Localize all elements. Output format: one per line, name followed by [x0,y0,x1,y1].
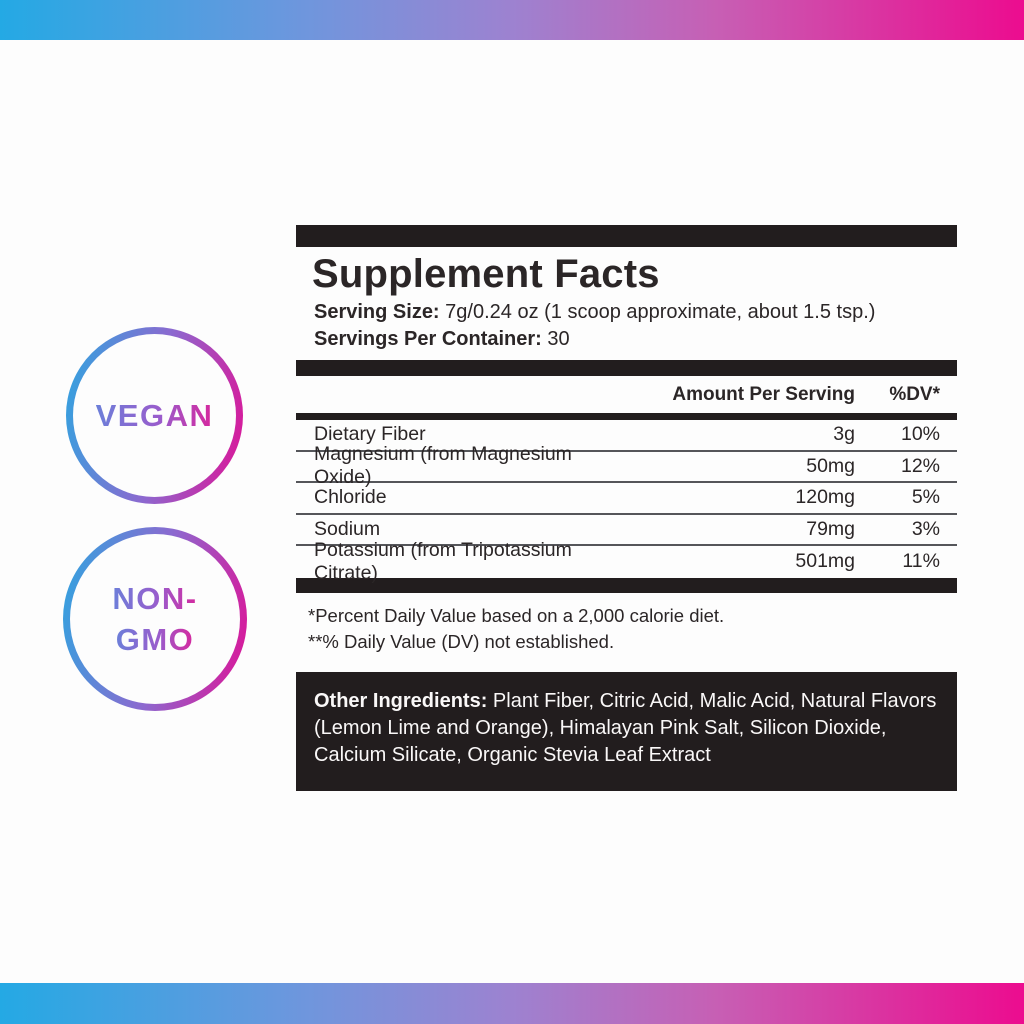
nutrient-name: Sodium [314,517,381,540]
non-gmo-badge-line2: GMO [115,621,195,657]
nutrient-name: Magnesium (from Magnesium Oxide) [314,443,572,489]
table-row: Potassium (from Tripotassium Citrate) 50… [296,539,957,584]
table-bottom-bar [296,577,957,593]
table-row: Sodium 79mg 3% [296,515,957,546]
table-row: Magnesium (from Magnesium Oxide) 50mg 12… [296,443,957,488]
serving-size-label: Serving Size: [314,301,440,323]
other-ingredients-value: Plant Fiber, Citric Acid, Malic Acid, Na… [314,689,937,766]
nutrient-dv: 3% [911,517,940,540]
panel-top-bar [296,225,957,247]
nutrient-amount: 3g [833,423,855,446]
servings-per-container-line: Servings Per Container: 30 [314,326,947,353]
footnote-daily-value: *Percent Daily Value based on a 2,000 ca… [308,604,725,626]
panel-title: Supplement Facts [312,252,660,296]
header-amount-per-serving: Amount Per Serving [672,384,855,405]
nutrient-amount: 120mg [795,486,855,509]
nutrient-name: Potassium (from Tripotassium Citrate) [314,538,572,584]
supplement-facts-panel: Supplement Facts Serving Size: 7g/0.24 o… [296,225,957,791]
nutrient-name: Dietary Fiber [314,423,426,446]
nutrient-dv: 5% [911,486,940,509]
serving-size-line: Serving Size: 7g/0.24 oz (1 scoop approx… [314,299,947,326]
header-thick-rule [296,413,957,420]
footnote-dv-not-established: **% Daily Value (DV) not established. [308,630,615,652]
nutrient-dv: 12% [900,454,940,477]
nutrient-dv: 11% [902,550,940,573]
panel-divider-bar [296,360,957,376]
table-row: Dietary Fiber 3g 10% [296,420,957,452]
servings-per-container-label: Servings Per Container: [314,328,542,350]
vegan-badge-label: VEGAN [95,397,214,433]
vegan-badge-inner: VEGAN [73,334,236,497]
vegan-badge: VEGAN [66,327,243,504]
bottom-gradient-border [0,983,1024,1024]
nutrient-amount: 501mg [795,550,855,573]
table-row: Chloride 120mg 5% [296,483,957,515]
nutrient-amount: 50mg [806,454,855,477]
nutrient-dv: 10% [900,423,940,446]
nutrient-name: Chloride [314,486,387,509]
non-gmo-badge-line1: NON- [112,580,198,616]
servings-per-container-value: 30 [547,328,570,350]
other-ingredients-box: Other Ingredients: Plant Fiber, Citric A… [296,671,957,791]
top-gradient-border [0,0,1024,40]
other-ingredients-label: Other Ingredients: [314,689,488,712]
table-header-row: Amount Per Serving %DV* [296,376,957,413]
header-dv: %DV* [889,384,940,405]
footnotes: *Percent Daily Value based on a 2,000 ca… [296,593,957,665]
serving-size-value: 7g/0.24 oz (1 scoop approximate, about 1… [445,301,876,323]
non-gmo-badge: NON- GMO [63,527,247,711]
non-gmo-badge-inner: NON- GMO [70,534,240,704]
nutrient-amount: 79mg [806,517,855,540]
